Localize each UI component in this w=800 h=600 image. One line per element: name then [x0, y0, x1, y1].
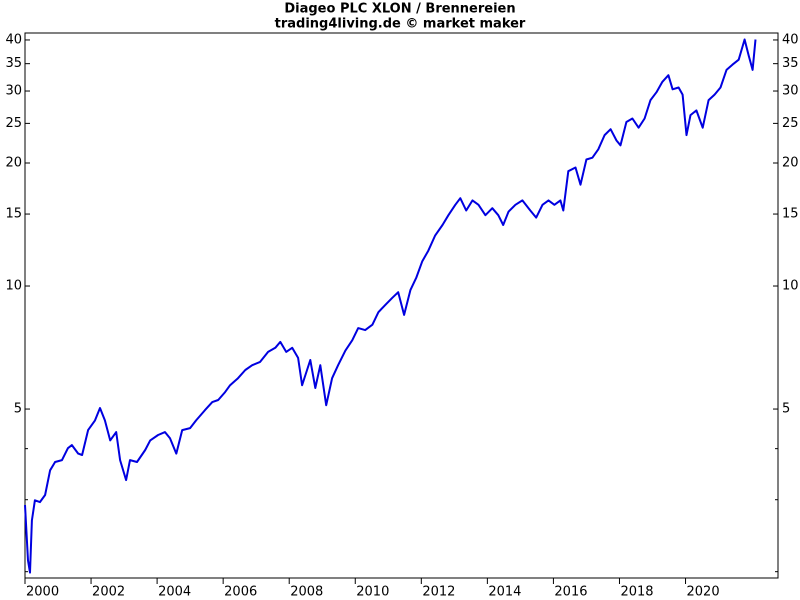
chart-title: Diageo PLC XLON / Brennereien	[284, 2, 515, 17]
x-tick-label: 2018	[620, 585, 653, 600]
x-tick-label: 2002	[92, 585, 125, 600]
y-tick-label: 40	[5, 32, 22, 47]
y-tick-label: 30	[5, 84, 22, 99]
y-tick-label: 5	[14, 402, 22, 417]
y-tick-label: 15	[5, 207, 22, 222]
y-tick-label: 10	[5, 279, 22, 294]
plot-frame	[24, 32, 779, 579]
y-tick-label: 35	[5, 56, 22, 71]
y2-tick-label: 30	[782, 84, 799, 99]
x-tick-label: 2008	[290, 585, 323, 600]
y-tick-label: 20	[5, 155, 22, 170]
y2-tick-label: 20	[782, 155, 799, 170]
y2-tick-label: 25	[782, 116, 799, 131]
x-tick-label: 2014	[488, 585, 521, 600]
y2-tick-label: 10	[782, 279, 799, 294]
y2-tick-label: 15	[782, 207, 799, 222]
x-tick-label: 2016	[554, 585, 587, 600]
y2-tick-label: 35	[782, 56, 799, 71]
y-tick-label: 25	[5, 116, 22, 131]
y2-tick-label: 40	[782, 32, 799, 47]
x-tick-label: 2010	[356, 585, 389, 600]
y2-tick-label: 5	[782, 402, 790, 417]
x-tick-label: 2020	[687, 585, 720, 600]
x-tick-label: 2004	[158, 585, 191, 600]
x-tick-label: 2006	[224, 585, 257, 600]
price-line	[24, 38, 757, 574]
x-tick-label: 2000	[26, 585, 59, 600]
chart-subtitle: trading4living.de © market maker	[275, 17, 526, 32]
x-tick-label: 2012	[422, 585, 455, 600]
